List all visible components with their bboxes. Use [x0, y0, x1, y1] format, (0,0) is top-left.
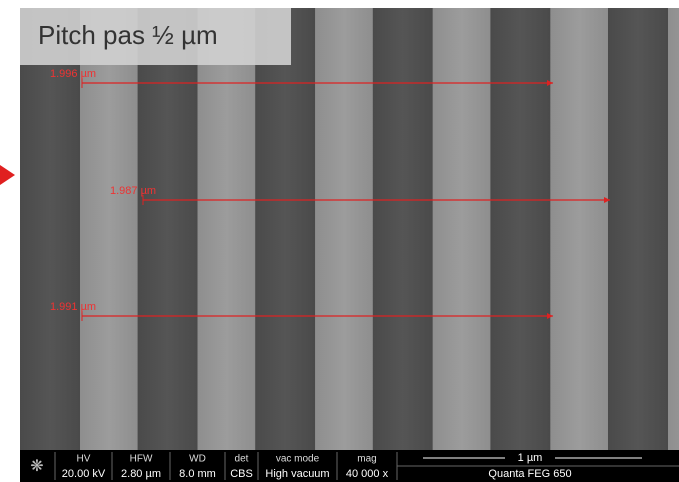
light-line — [198, 8, 256, 450]
dark-line — [490, 8, 550, 450]
info-value: 8.0 mm — [179, 468, 216, 480]
sem-image — [20, 8, 679, 450]
light-line — [315, 8, 373, 450]
arrow-tip — [0, 165, 15, 185]
page: Pitch pas ½ µm 1.996 µm1.987 µm1.991 µm … — [0, 0, 679, 482]
info-header: HFW — [130, 454, 153, 465]
info-header: HV — [77, 454, 91, 465]
info-value: High vacuum — [265, 468, 329, 480]
info-header: WD — [189, 454, 206, 465]
scale-label: 1 µm — [518, 452, 543, 464]
dark-line — [138, 8, 198, 450]
info-value: CBS — [230, 468, 253, 480]
instrument: Quanta FEG 650 — [488, 468, 571, 480]
info-header: mag — [357, 454, 376, 465]
dark-line — [608, 8, 668, 450]
logo: ❋ — [30, 458, 43, 475]
info-value: 20.00 kV — [62, 468, 106, 480]
light-line — [433, 8, 491, 450]
title: Pitch pas ½ µm — [38, 20, 218, 50]
dark-line — [373, 8, 433, 450]
sem-slide: Pitch pas ½ µm 1.996 µm1.987 µm1.991 µm … — [0, 0, 679, 482]
measure-label: 1.996 µm — [50, 68, 96, 80]
info-value: 2.80 µm — [121, 468, 161, 480]
light-line — [550, 8, 608, 450]
light-line — [668, 8, 679, 450]
info-header: det — [235, 454, 249, 465]
measure-label: 1.991 µm — [50, 301, 96, 313]
info-value: 40 000 x — [346, 468, 389, 480]
dark-line — [255, 8, 315, 450]
measure-label: 1.987 µm — [110, 185, 156, 197]
info-header: vac mode — [276, 454, 320, 465]
